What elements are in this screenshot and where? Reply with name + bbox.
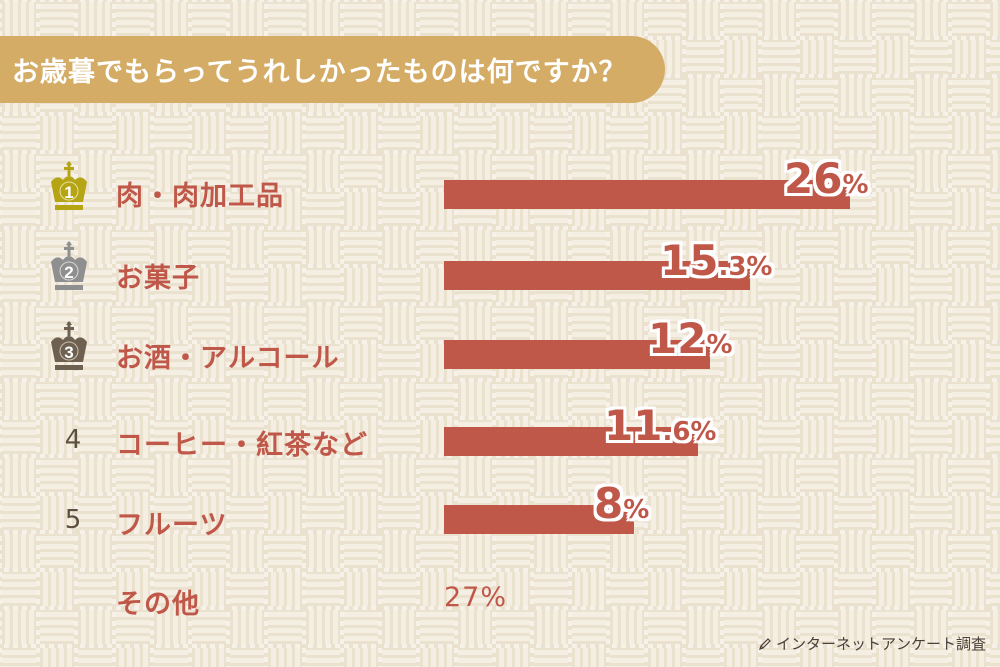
chart-row-5: 5 フルーツ 8%	[0, 479, 1000, 545]
bar-fill	[444, 261, 750, 290]
percentage-label: 8%	[594, 479, 650, 528]
chart-row-1: 1 肉・肉加工品 26%	[0, 154, 1000, 220]
rank-number: 4	[64, 425, 82, 455]
gold-crown-icon: 1	[51, 161, 87, 210]
row-label: お酒・アルコール	[116, 343, 340, 374]
source-text: インターネットアンケート調査	[775, 635, 986, 653]
row-label: コーヒー・紅茶など	[116, 430, 368, 461]
row-label: 肉・肉加工品	[116, 181, 284, 212]
chart-row-4: 4 コーヒー・紅茶など 11.6%	[0, 401, 1000, 465]
svg-text:2: 2	[64, 263, 73, 282]
silver-crown-icon: 2	[51, 241, 87, 290]
bar-fill	[444, 427, 698, 456]
svg-text:3: 3	[64, 343, 73, 362]
row-label: フルーツ	[116, 510, 228, 541]
bar-fill	[444, 505, 634, 534]
pencil-icon	[759, 637, 771, 650]
row-label: お菓子	[116, 263, 200, 294]
bar-fill	[444, 340, 710, 369]
percentage-label: 11.6%	[604, 401, 717, 450]
chart-row-3: 3 お酒・アルコール 12%	[0, 314, 1000, 380]
source-note: インターネットアンケート調査	[758, 633, 986, 654]
svg-text:1: 1	[64, 183, 73, 202]
bar-fill	[444, 180, 850, 209]
bronze-crown-icon: 3	[51, 321, 87, 370]
chart-row-2: 2 お菓子 15.3%	[0, 236, 1000, 300]
other-label: その他	[116, 589, 200, 620]
other-percentage: 27%	[444, 582, 508, 613]
percentage-label: 12%	[648, 314, 733, 363]
title-banner: お歳暮でもらってうれしかったものは何ですか？	[0, 36, 665, 103]
rank-number: 5	[64, 505, 82, 535]
percentage-label: 15.3%	[660, 236, 773, 285]
percentage-label: 26%	[784, 154, 869, 203]
chart-title: お歳暮でもらってうれしかったものは何ですか？	[12, 57, 627, 88]
